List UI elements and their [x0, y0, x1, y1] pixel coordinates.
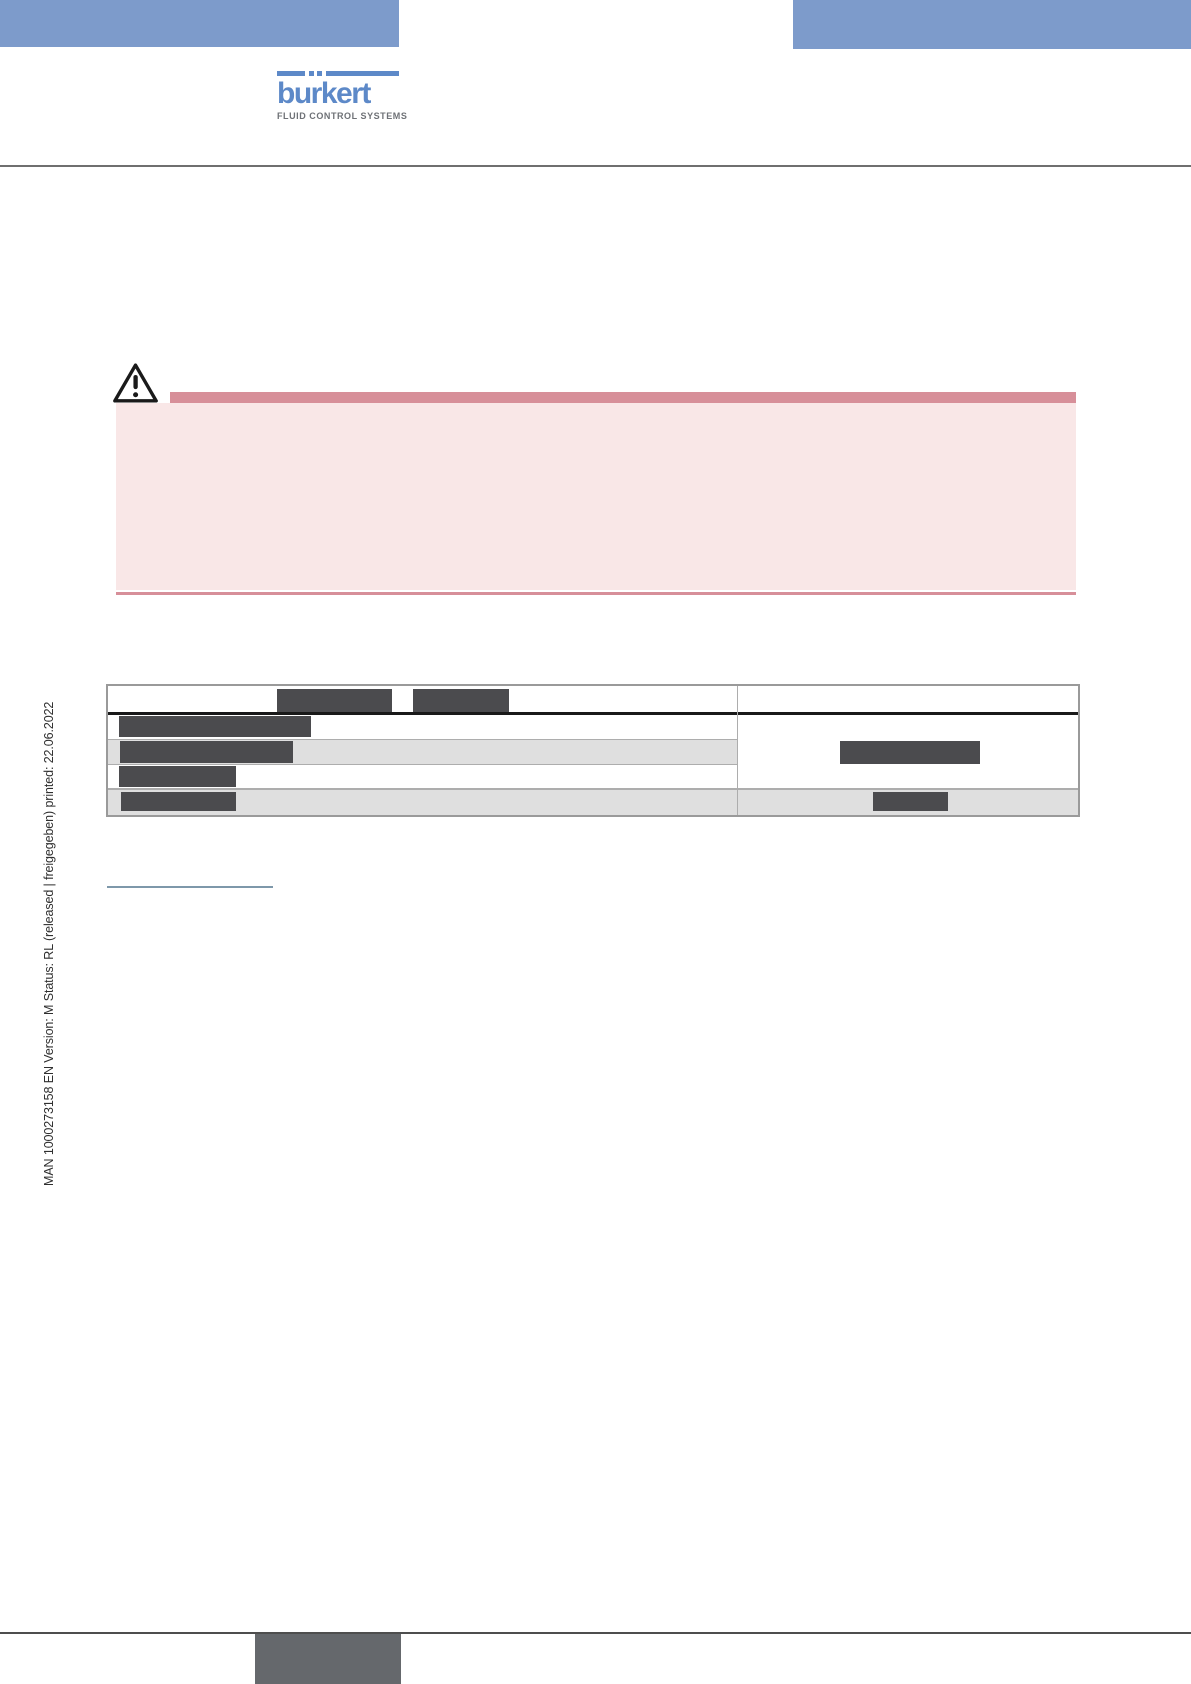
- table-header-underline: [108, 712, 1078, 715]
- header-divider: [0, 165, 1191, 167]
- redacted-row2-block: [120, 741, 293, 763]
- footer-page-badge: [255, 1634, 401, 1684]
- brand-logo: burkert FLUID CONTROL SYSTEMS: [277, 71, 408, 121]
- redacted-header-block-2: [413, 689, 509, 712]
- table-row-separator: [108, 764, 737, 765]
- warning-box: [116, 403, 1076, 590]
- redacted-row3-block: [119, 766, 236, 787]
- logo-umlaut-dot: [317, 71, 322, 76]
- footer-divider: [0, 1632, 1191, 1634]
- table-row-separator: [108, 788, 1078, 790]
- redacted-row4-right-block: [873, 792, 948, 811]
- warning-triangle-icon: [113, 363, 158, 403]
- redacted-header-block-1: [277, 689, 392, 712]
- section-link-underline: [107, 886, 273, 888]
- redacted-row1-block: [119, 716, 311, 737]
- table-row-separator: [108, 739, 737, 740]
- logo-bar-segment: [277, 71, 305, 76]
- logo-subtext: FLUID CONTROL SYSTEMS: [277, 111, 408, 121]
- logo-wordmark: burkert: [277, 77, 371, 110]
- header-bar-right: [793, 0, 1191, 49]
- logo-bar-segment: [326, 71, 399, 76]
- logo-umlaut-dot: [309, 71, 314, 76]
- warning-accent-bar: [170, 392, 1076, 403]
- redacted-right-cell-block: [840, 741, 980, 764]
- table-column-divider: [737, 686, 738, 815]
- header-bar-left: [0, 0, 399, 47]
- info-table: [106, 684, 1080, 817]
- sidebar-vertical-text: MAN 1000273158 EN Version: M Status: RL …: [42, 701, 56, 1186]
- logo-umlaut-bar-icon: [277, 71, 399, 76]
- redacted-row4-left-block: [121, 792, 236, 811]
- warning-box-underline: [116, 592, 1076, 595]
